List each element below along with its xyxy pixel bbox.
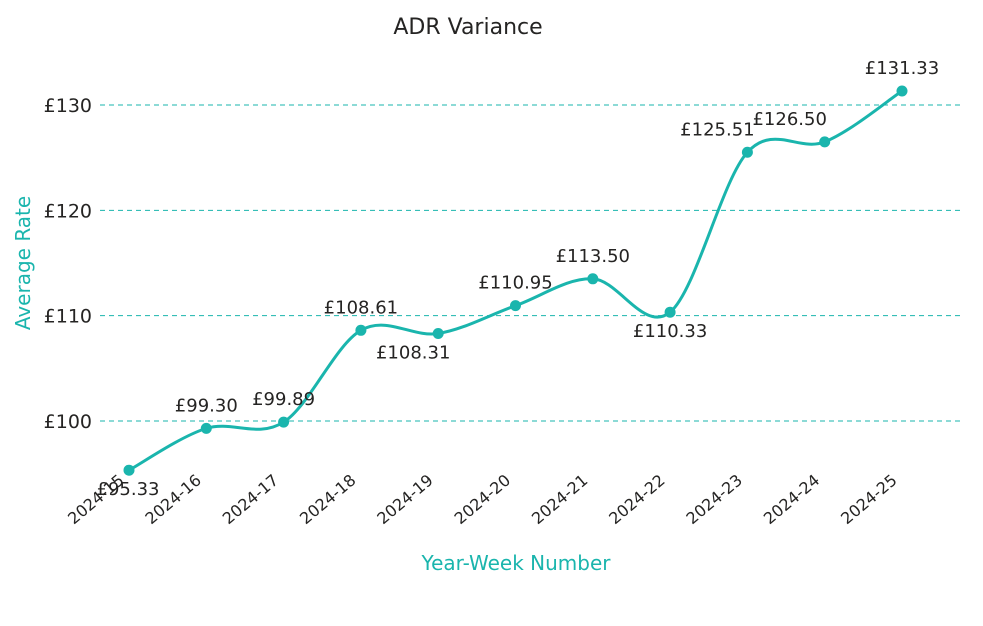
data-label: £95.33 [97, 479, 160, 500]
data-point[interactable] [664, 306, 676, 318]
x-tick-label: 2024-25 [837, 471, 900, 529]
y-axis-tick-labels: £100 £110 £120 £130 [44, 95, 92, 433]
x-tick-label: 2024-21 [528, 471, 591, 529]
y-tick-label: £130 [44, 95, 92, 117]
x-tick-label: 2024-24 [760, 471, 823, 529]
data-label: £110.33 [633, 321, 707, 342]
data-point[interactable] [896, 85, 908, 97]
y-tick-label: £100 [44, 411, 92, 433]
data-point[interactable] [741, 146, 753, 158]
data-point[interactable] [432, 327, 444, 339]
data-label: £126.50 [752, 109, 826, 130]
chart-title: ADR Variance [393, 15, 542, 40]
data-labels: £95.33£99.30 £99.89£108.61£108.31£110.95£… [97, 58, 940, 500]
data-point[interactable] [819, 136, 831, 148]
x-tick-label: 2024-22 [605, 471, 668, 529]
x-tick-label: 2024-19 [373, 471, 436, 529]
data-points [123, 85, 908, 476]
data-point[interactable] [355, 324, 367, 336]
data-label: £99.89 [252, 389, 315, 410]
gridlines [100, 104, 960, 422]
x-tick-label: 2024-18 [296, 471, 359, 529]
series-line-group [127, 89, 904, 472]
data-point[interactable] [587, 273, 599, 285]
data-point[interactable] [278, 416, 290, 428]
data-label: £108.61 [324, 297, 398, 318]
x-tick-label: 2024-17 [219, 471, 282, 529]
data-label: £113.50 [556, 246, 630, 267]
data-point[interactable] [123, 464, 135, 476]
y-tick-label: £110 [44, 306, 92, 328]
x-tick-label: 2024-23 [683, 471, 746, 529]
x-axis-title: Year-Week Number [421, 551, 612, 575]
data-label: £131.33 [865, 58, 939, 79]
data-label: £125.51 [680, 119, 754, 140]
data-point[interactable] [200, 422, 212, 434]
x-tick-label: 2024-20 [451, 471, 514, 529]
x-axis-tick-labels: 2024-15 2024-16 2024-17 2024-18 2024-19 2024-… [64, 471, 900, 529]
data-label: £99.30 [175, 395, 238, 416]
data-label: £110.95 [478, 273, 552, 294]
series-line [127, 89, 904, 472]
data-point[interactable] [510, 300, 521, 312]
y-axis-title: Average Rate [11, 196, 35, 330]
y-tick-label: £120 [44, 200, 92, 222]
data-label: £108.31 [376, 342, 450, 363]
